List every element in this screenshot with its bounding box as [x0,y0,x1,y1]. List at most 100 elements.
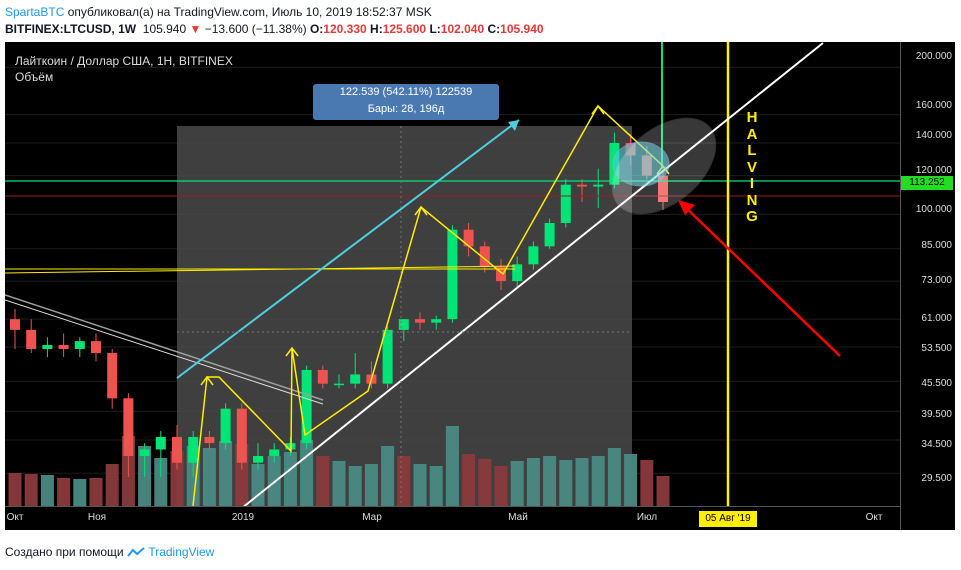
arrow-head-icon [678,200,695,215]
low-label: L: [429,22,441,36]
candle-body [139,449,150,456]
halving-letter: H [746,109,758,126]
old-trendline [5,299,324,405]
volume-bar [154,458,168,506]
symbol-text: BITFINEX:LTCUSD, 1W [5,22,137,36]
volume-bar [364,464,378,506]
high-value: 125.600 [382,22,427,36]
x-tick-label: Май [508,512,528,523]
price-axis[interactable]: 200.000 160.000 140.000 120.000 100.000 … [900,42,955,530]
author-link[interactable]: SpartaBTC [5,5,65,19]
candle-body [91,341,101,354]
candle-body [155,436,166,450]
candle-body [463,229,474,247]
volume-bar [105,464,119,506]
candle-body [236,408,247,463]
candle-body [544,222,555,247]
halving-letter: A [746,125,758,143]
volume-bar [24,474,38,506]
measure-label: 122.539 (542.11%) 122539 Бары: 28, 196д [313,84,499,120]
candle-body [269,449,280,456]
volume-bar [478,459,492,506]
y-tick-label: 200.000 [915,51,952,62]
volume-bar [202,448,216,506]
candle-body [431,319,442,323]
volume-bar [170,451,184,506]
volume-bar [494,466,508,506]
y-tick-label: 39.500 [921,409,952,420]
chart-area[interactable]: Лайткоин / Доллар США, 1H, BITFINEX Объё… [5,42,955,530]
volume-bar [381,446,395,506]
wave-zigzag [192,104,664,506]
resistance-line [5,265,516,274]
volume-bar [591,456,605,506]
y-tick-label: 85.000 [921,240,952,251]
wave-arrow-icon [200,375,214,386]
candle-body [382,329,393,384]
high-label: H: [370,22,383,36]
volume-bar [40,475,54,506]
volume-bar [559,460,573,506]
arrow-head-icon [508,120,519,131]
publish-info: SpartaBTC опубликовал(а) на TradingView.… [5,5,432,19]
halving-letter: V [746,158,757,176]
pair-title: Лайткоин / Доллар США, 1H, BITFINEX [15,54,233,68]
y-tick-label: 45.500 [921,378,952,389]
halving-letter: L [747,142,757,159]
measure-line-2: Бары: 28, 196д [367,103,445,115]
volume-bar [429,466,443,506]
candle-body [528,246,539,265]
highlight-ellipse [611,117,717,215]
candle-body [188,436,199,463]
channel-line [176,119,520,379]
x-tick-label: Окт [865,512,883,523]
candle-body [10,319,20,330]
wave-arrow-icon [414,205,428,216]
volume-bar [607,448,621,506]
measure-range-box [177,126,632,506]
candle-body [398,319,409,330]
candle-body [560,184,571,223]
volume-bar [348,466,362,506]
time-axis[interactable]: Окт Ноя 2019 Мар Май Июл Окт [5,506,900,530]
candle-body [204,436,215,444]
y-tick-label: 34.500 [921,439,952,450]
volume-bar [89,478,103,506]
open-label: O: [309,22,324,36]
change-text: −13.600 (−11.38%) [204,22,307,36]
close-label: C: [487,22,501,36]
volume-bar [543,456,557,506]
measure-line-1: 122.539 (542.11%) 122539 [339,86,473,98]
volume-bar [8,473,22,506]
volume-bar [510,461,524,506]
y-tick-label: 140.000 [915,130,952,141]
highlight-ellipse [612,141,670,187]
y-tick-label: 120.000 [915,165,952,176]
old-trendline [5,294,324,401]
date-tag: 05 Авг '19 [699,511,757,527]
volume-bar [73,479,87,506]
volume-bar [624,454,638,506]
y-tick-label: 160.000 [915,100,952,111]
candle-body [334,383,344,386]
y-tick-label: 53.500 [921,343,952,354]
volume-bar [445,426,459,506]
volume-bar [526,458,540,506]
y-tick-label: 73.000 [921,275,952,286]
candle-body [479,246,490,268]
halving-letter: G [746,208,758,225]
halving-letter: I [749,175,755,192]
x-tick-label: Июл [636,512,658,523]
price-plot[interactable] [5,42,900,506]
volume-bar [575,458,589,506]
halving-letter: N [746,191,758,209]
x-tick-label: Ноя [87,512,107,523]
tradingview-link[interactable]: TradingView [148,545,215,559]
y-tick-label: 29.500 [921,473,952,484]
volume-bar [300,440,314,506]
x-tick-label: Мар [362,512,382,523]
low-value: 102.040 [440,22,485,36]
volume-bar [219,441,233,506]
candle-body [220,408,231,444]
candle-body [74,341,85,349]
